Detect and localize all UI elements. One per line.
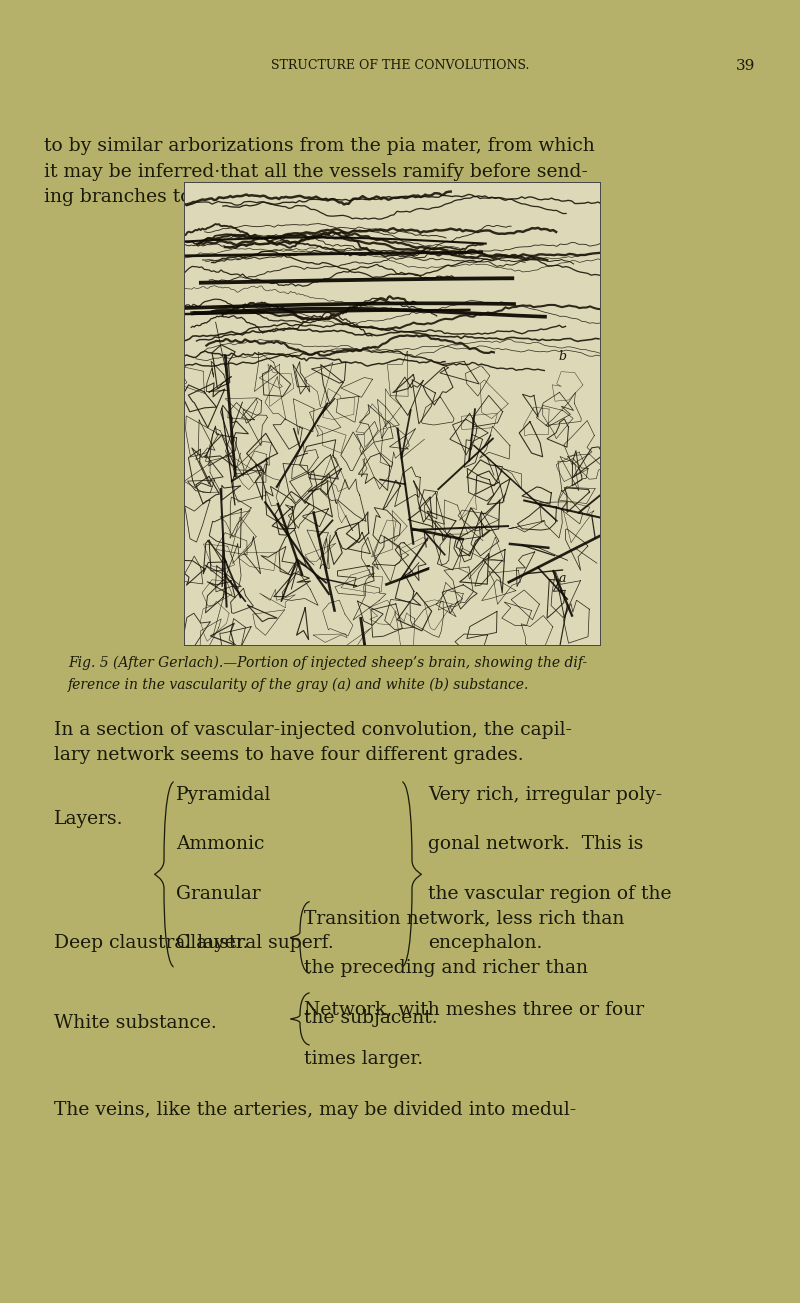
Text: the preceding and richer than: the preceding and richer than <box>304 959 588 977</box>
Text: Ammonic: Ammonic <box>176 835 264 853</box>
Text: Claustral superf.: Claustral superf. <box>176 934 334 952</box>
Text: times larger.: times larger. <box>304 1050 423 1068</box>
Text: encephalon.: encephalon. <box>428 934 542 952</box>
Text: the subjacent.: the subjacent. <box>304 1009 438 1027</box>
Text: Deep claustral layer.: Deep claustral layer. <box>54 934 249 952</box>
Text: In a section of vascular-injected convolution, the capil-
lary network seems to : In a section of vascular-injected convol… <box>54 721 573 765</box>
Text: b: b <box>558 349 566 362</box>
Text: 39: 39 <box>736 59 755 73</box>
Text: gonal network.  This is: gonal network. This is <box>428 835 643 853</box>
Text: Network, with meshes three or four: Network, with meshes three or four <box>304 1001 644 1019</box>
Text: to by similar arborizations from the pia mater, from which
it may be inferred·th: to by similar arborizations from the pia… <box>44 137 594 206</box>
Text: Layers.: Layers. <box>54 810 124 829</box>
Text: Very rich, irregular poly-: Very rich, irregular poly- <box>428 786 662 804</box>
Text: Granular: Granular <box>176 885 261 903</box>
Text: Pyramidal: Pyramidal <box>176 786 271 804</box>
Text: Fig. 5 (After Gerlach).—Portion of injected sheep’s brain, showing the dif-: Fig. 5 (After Gerlach).—Portion of injec… <box>68 655 587 670</box>
Text: White substance.: White substance. <box>54 1014 217 1032</box>
Text: STRUCTURE OF THE CONVOLUTIONS.: STRUCTURE OF THE CONVOLUTIONS. <box>271 59 529 72</box>
Text: The veins, like the arteries, may be divided into medul-: The veins, like the arteries, may be div… <box>54 1101 577 1119</box>
Text: a: a <box>558 572 566 585</box>
Text: ference in the vascularity of the gray (a) and white (b) substance.: ference in the vascularity of the gray (… <box>68 678 530 692</box>
Text: the vascular region of the: the vascular region of the <box>428 885 671 903</box>
Text: Transition network, less rich than: Transition network, less rich than <box>304 909 624 928</box>
